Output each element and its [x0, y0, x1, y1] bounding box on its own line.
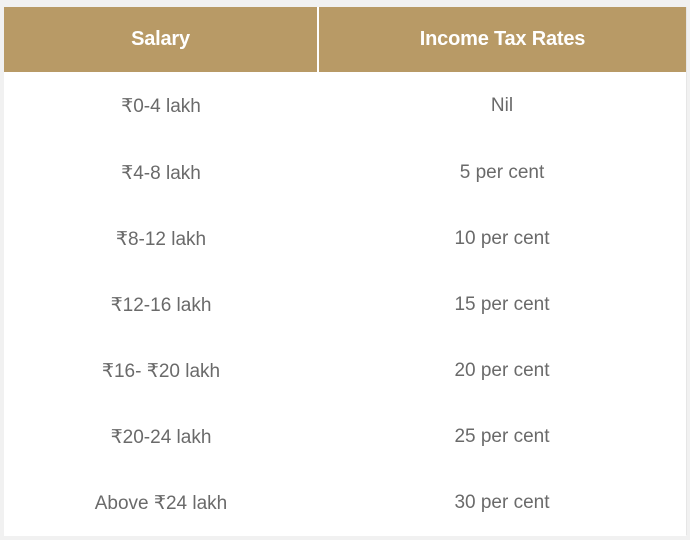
tax-rate-cell: 5 per cent	[318, 140, 686, 206]
salary-cell: Above ₹24 lakh	[4, 470, 318, 536]
tax-rates-table-container: Salary Income Tax Rates ₹0-4 lakh Nil ₹4…	[4, 7, 687, 536]
salary-cell: ₹12-16 lakh	[4, 272, 318, 338]
tax-rate-cell: 10 per cent	[318, 206, 686, 272]
salary-cell: ₹8-12 lakh	[4, 206, 318, 272]
salary-cell: ₹16- ₹20 lakh	[4, 338, 318, 404]
table-row: ₹8-12 lakh 10 per cent	[4, 206, 686, 272]
table-row: ₹12-16 lakh 15 per cent	[4, 272, 686, 338]
tax-rate-cell: Nil	[318, 72, 686, 140]
tax-rate-cell: 30 per cent	[318, 470, 686, 536]
table-row: ₹20-24 lakh 25 per cent	[4, 404, 686, 470]
tax-rates-table: Salary Income Tax Rates ₹0-4 lakh Nil ₹4…	[4, 7, 686, 536]
table-row: Above ₹24 lakh 30 per cent	[4, 470, 686, 536]
tax-rate-cell: 25 per cent	[318, 404, 686, 470]
table-row: ₹0-4 lakh Nil	[4, 72, 686, 140]
table-header-row: Salary Income Tax Rates	[4, 7, 686, 72]
table-row: ₹4-8 lakh 5 per cent	[4, 140, 686, 206]
table-row: ₹16- ₹20 lakh 20 per cent	[4, 338, 686, 404]
salary-cell: ₹0-4 lakh	[4, 72, 318, 140]
tax-rate-cell: 15 per cent	[318, 272, 686, 338]
salary-column-header: Salary	[4, 7, 319, 72]
salary-cell: ₹20-24 lakh	[4, 404, 318, 470]
income-tax-rates-column-header: Income Tax Rates	[318, 7, 686, 72]
salary-cell: ₹4-8 lakh	[4, 140, 318, 206]
tax-rate-cell: 20 per cent	[318, 338, 686, 404]
